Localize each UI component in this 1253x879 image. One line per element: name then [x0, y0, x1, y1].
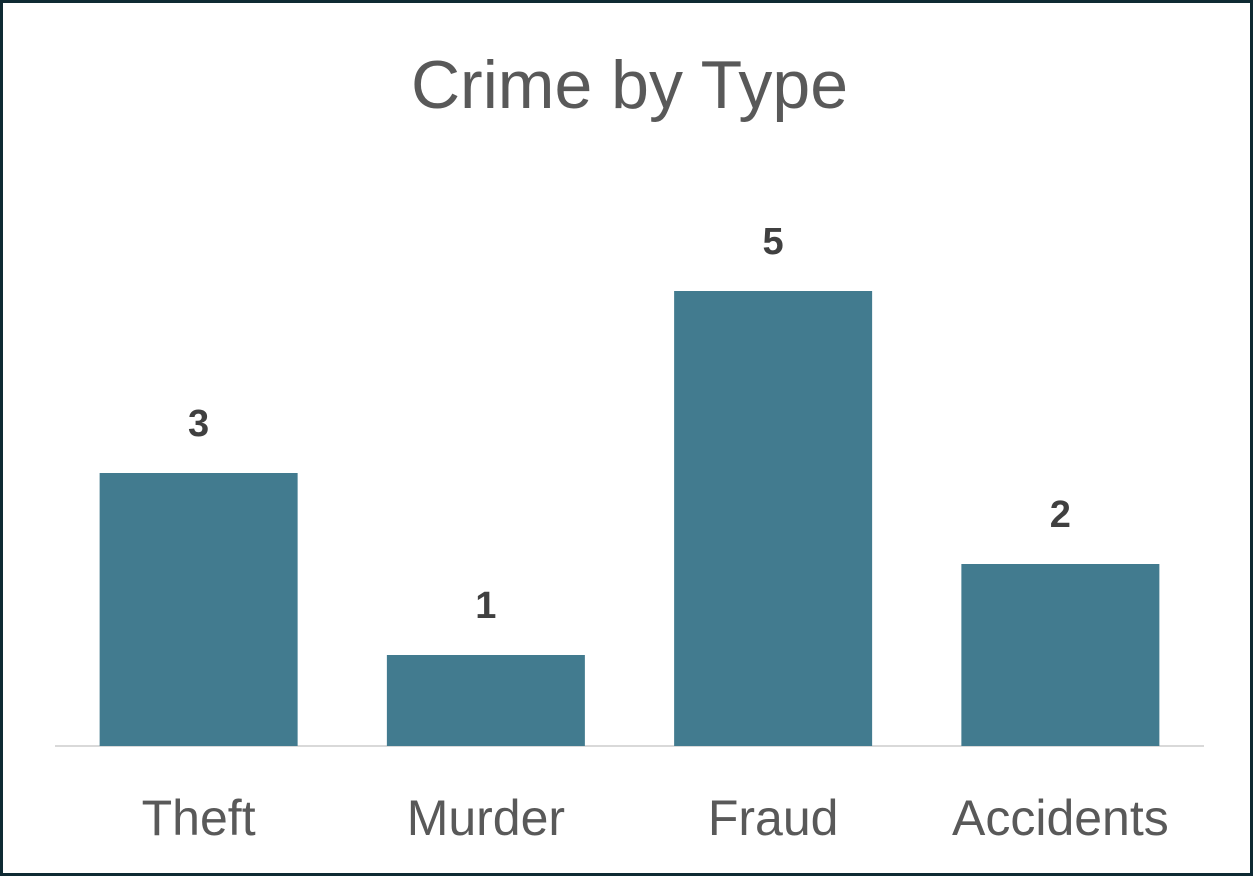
x-tick-label-accidents: Accidents [952, 790, 1169, 846]
data-label-accidents: 2 [1050, 494, 1071, 536]
x-tick-label-murder: Murder [407, 790, 565, 846]
data-label-theft: 3 [188, 403, 209, 445]
x-tick-label-theft: Theft [142, 790, 256, 846]
bar-accidents [961, 564, 1160, 746]
data-label-murder: 1 [475, 585, 496, 627]
bar-murder [386, 655, 585, 746]
x-tick-label-fraud: Fraud [708, 790, 839, 846]
bar-fraud [674, 291, 873, 746]
data-label-fraud: 5 [763, 221, 784, 263]
chart-title: Crime by Type [410, 47, 849, 123]
bar-theft [99, 473, 298, 746]
bar-chart-plot: 3 Theft 1 Murder 5 Fraud 2 Accidents [55, 221, 1204, 846]
